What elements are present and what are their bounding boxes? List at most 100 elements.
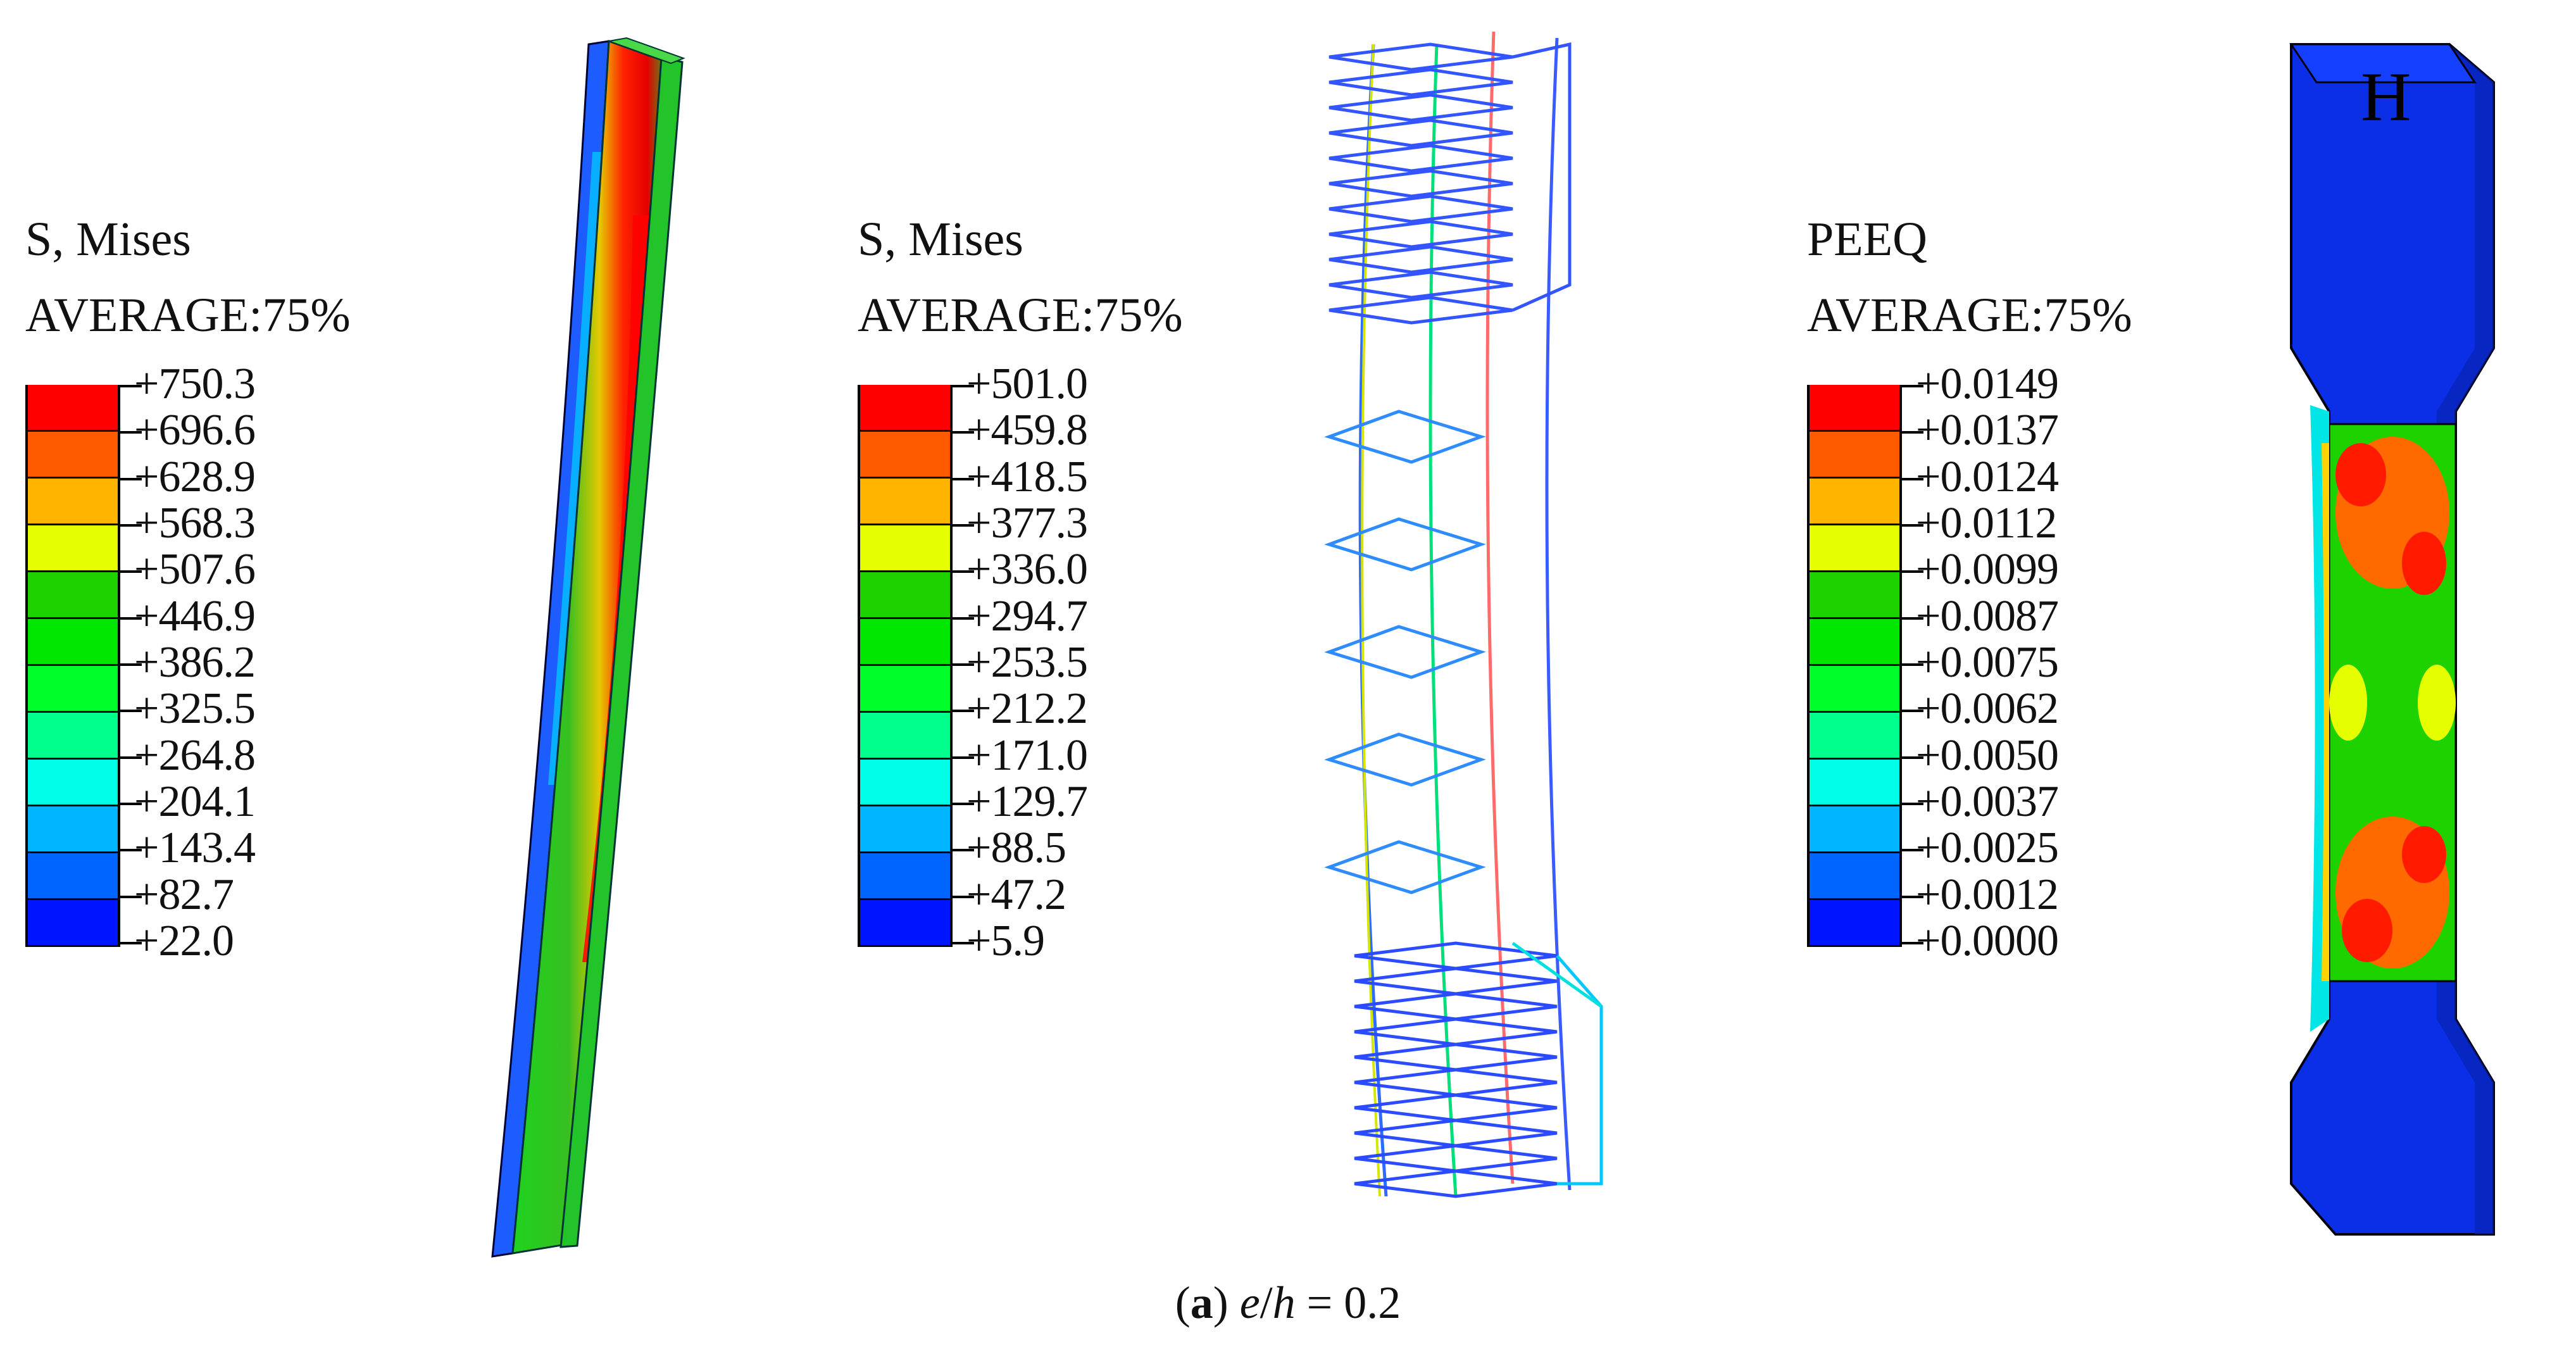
tick-label: +0.0124 [1916, 452, 2059, 501]
tick-mark [953, 803, 974, 805]
legend-mises-rebar: S, Mises AVERAGE:75% +501.0 +459.8 +418.5 +… [858, 213, 1313, 965]
tick-mark [120, 710, 142, 713]
color-band [28, 900, 118, 947]
color-band [860, 760, 950, 806]
tick-label: +143.4 [134, 824, 256, 873]
legend-mises-steel: S, Mises AVERAGE:75% +750.3 +696.6 +628.9 +… [25, 213, 481, 965]
tick-mark [120, 524, 142, 527]
tick-mark [120, 942, 142, 944]
tick-label: +568.3 [134, 499, 256, 548]
tick-label: +253.5 [966, 638, 1088, 687]
tick-mark [953, 895, 974, 898]
tick-mark [953, 942, 974, 944]
tick-mark [1902, 431, 1923, 434]
tick-label: +0.0099 [1916, 545, 2059, 594]
color-band [28, 572, 118, 619]
color-band [860, 432, 950, 479]
tick-mark [953, 710, 974, 713]
tick-label: +0.0050 [1916, 730, 2059, 780]
column-label: H [2361, 58, 2411, 135]
color-band [1810, 385, 1899, 432]
steel-section-model [491, 37, 685, 1258]
legend-subtitle: AVERAGE:75% [1807, 289, 2132, 342]
tick-label: +501.0 [966, 360, 1088, 408]
color-band [1810, 806, 1899, 853]
tick-mark [120, 477, 142, 480]
legend-title: S, Mises [858, 213, 1023, 266]
color-band [28, 666, 118, 713]
tick-label: +750.3 [134, 360, 256, 408]
tick-label: +446.9 [134, 591, 256, 641]
color-band [860, 666, 950, 713]
tick-mark [1902, 477, 1923, 480]
tick-mark [953, 385, 974, 387]
figure-caption: (a) e/h = 0.2 [1175, 1277, 1401, 1328]
color-band [1810, 572, 1899, 619]
tick-label: +0.0000 [1916, 917, 2059, 965]
color-band [1810, 713, 1899, 760]
tick-mark [120, 617, 142, 620]
tick-label: +82.7 [134, 870, 234, 919]
color-band [28, 525, 118, 572]
color-band [1810, 900, 1899, 947]
tick-label: +459.8 [966, 406, 1088, 455]
color-band [28, 760, 118, 806]
color-band [860, 385, 950, 432]
color-band [860, 853, 950, 900]
tick-label: +88.5 [966, 824, 1066, 873]
color-bar [858, 385, 953, 947]
tick-mark [120, 895, 142, 898]
tick-label: +0.0062 [1916, 684, 2059, 734]
legend-subtitle: AVERAGE:75% [858, 289, 1183, 342]
color-band [28, 806, 118, 853]
color-band [1810, 760, 1899, 806]
tick-label: +0.0075 [1916, 638, 2059, 687]
color-bar [25, 385, 120, 947]
tick-label: +386.2 [134, 638, 256, 687]
caption-value: = 0.2 [1295, 1277, 1401, 1328]
color-band [860, 713, 950, 760]
tick-mark [1902, 524, 1923, 527]
color-band [860, 572, 950, 619]
color-band [860, 806, 950, 853]
tick-mark [953, 524, 974, 527]
color-band [28, 713, 118, 760]
tick-label: +47.2 [966, 870, 1066, 919]
color-band [28, 853, 118, 900]
color-band [860, 900, 950, 947]
tick-label: +0.0137 [1916, 406, 2059, 455]
tick-mark [953, 849, 974, 852]
tick-mark [953, 663, 974, 666]
tick-label: +5.9 [966, 917, 1045, 965]
tick-label: +0.0037 [1916, 777, 2059, 826]
tick-mark [120, 849, 142, 852]
tick-mark [1902, 942, 1923, 944]
color-band [28, 432, 118, 479]
caption-letter: a [1190, 1277, 1213, 1328]
tick-label: +129.7 [966, 777, 1088, 826]
tick-mark [1902, 710, 1923, 713]
color-band [860, 525, 950, 572]
color-band [860, 479, 950, 525]
tick-mark [1902, 895, 1923, 898]
tick-label: +628.9 [134, 452, 256, 501]
color-band [860, 619, 950, 666]
tick-mark [953, 477, 974, 480]
tick-label: +418.5 [966, 452, 1088, 501]
tick-label: +22.0 [134, 917, 234, 965]
tick-label: +264.8 [134, 730, 256, 780]
tick-mark [120, 663, 142, 666]
tick-mark [953, 617, 974, 620]
tick-mark [1902, 663, 1923, 666]
legend-title: S, Mises [25, 213, 191, 266]
tick-mark [120, 803, 142, 805]
color-band [1810, 619, 1899, 666]
legend-subtitle: AVERAGE:75% [25, 289, 351, 342]
legend-peeq: PEEQ AVERAGE:75% +0.0149 +0.0137 +0.0124 +0… [1807, 213, 2263, 965]
legend-title: PEEQ [1807, 213, 1927, 266]
tick-label: +0.0087 [1916, 591, 2059, 641]
tick-mark [1902, 849, 1923, 852]
tick-mark [953, 570, 974, 573]
tick-label: +0.0112 [1916, 499, 2057, 548]
tick-label: +507.6 [134, 545, 256, 594]
